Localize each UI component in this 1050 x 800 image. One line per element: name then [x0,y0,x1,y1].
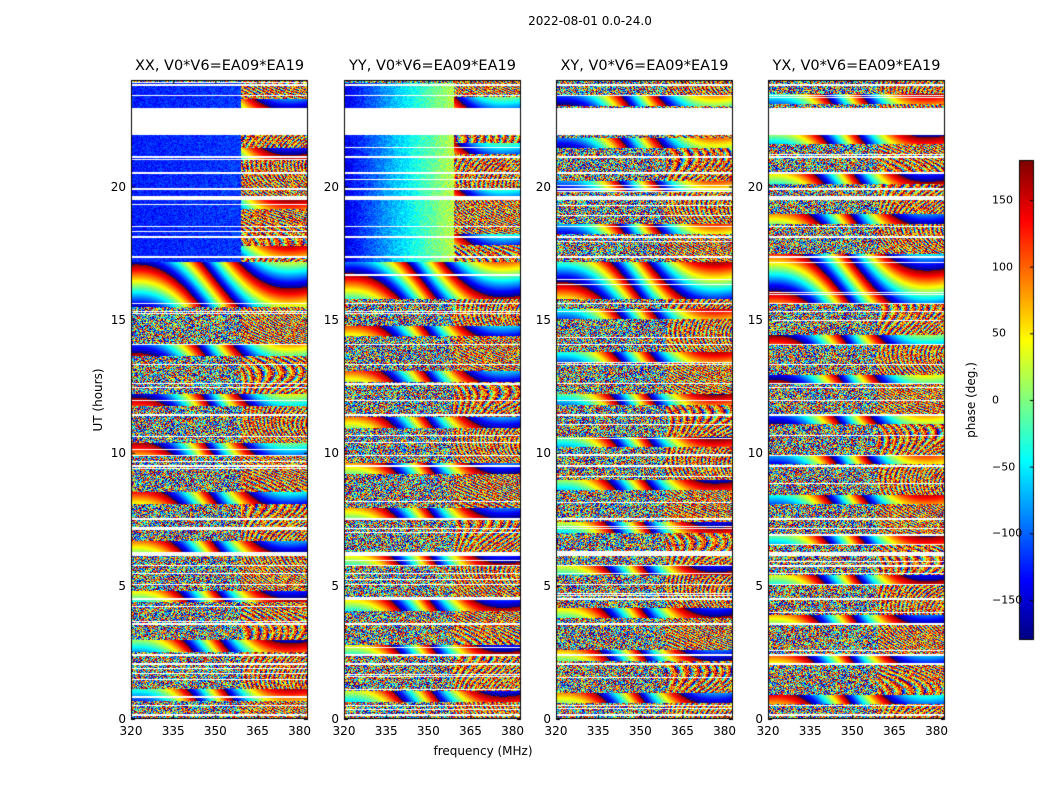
x-tick-label: 320 [119,724,143,738]
y-tick-label: 10 [535,445,551,460]
y-tick-label: 5 [331,578,339,593]
y-tick-label: 20 [323,179,339,194]
y-tick-label: 20 [535,179,551,194]
x-tick-label: 365 [245,724,269,738]
colorbar-label: phase (deg.) [964,362,978,438]
y-tick-label: 5 [118,578,126,593]
panel-title-yy: YY, V0*V6=EA09*EA19 [349,58,516,74]
x-tick-label: 380 [925,724,949,738]
y-tick-label: 10 [110,445,126,460]
y-tick-label: 15 [110,312,126,327]
panel-title-xx: XX, V0*V6=EA09*EA19 [134,58,305,74]
x-axis-label: frequency (MHz) [433,744,533,758]
y-tick-label: 15 [747,312,763,327]
x-tick-label: 320 [332,724,356,738]
y-tick-label: 20 [110,179,126,194]
panel-title-yx: YX, V0*V6=EA09*EA19 [772,58,941,74]
x-tick-label: 380 [288,724,312,738]
colorbar-tick-label: −50 [992,460,1016,474]
x-tick-label: 365 [882,724,906,738]
x-tick-label: 365 [458,724,482,738]
x-tick-label: 380 [501,724,525,738]
x-tick-label: 350 [628,724,652,738]
y-tick-label: 20 [747,179,763,194]
x-tick-label: 365 [670,724,694,738]
x-tick-label: 335 [798,724,822,738]
x-tick-label: 320 [756,724,780,738]
figure-title: 2022-08-01 0.0-24.0 [528,14,652,28]
x-tick-label: 350 [840,724,864,738]
x-tick-label: 335 [374,724,398,738]
colorbar-tick-label: −100 [992,526,1023,540]
y-tick-label: 0 [543,712,551,726]
y-tick-label: 5 [543,578,551,593]
colorbar-tick-label: −150 [992,593,1023,607]
y-tick-label: 15 [323,312,339,327]
y-tick-label: 15 [535,312,551,327]
y-tick-label: 0 [755,712,763,726]
y-tick-label: 0 [331,712,339,726]
y-tick-label: 10 [747,445,763,460]
x-tick-label: 350 [416,724,440,738]
colorbar-tick-label: 150 [992,193,1013,207]
y-tick-label: 5 [755,578,763,593]
y-tick-label: 0 [118,712,126,726]
y-tick-label: 10 [323,445,339,460]
x-tick-label: 320 [544,724,568,738]
colorbar-tick-label: 0 [992,393,999,407]
x-tick-label: 335 [161,724,185,738]
panel-title-xy: XY, V0*V6=EA09*EA19 [560,58,729,74]
x-tick-label: 335 [586,724,610,738]
x-tick-label: 350 [203,724,227,738]
y-axis-label: UT (hours) [91,368,105,432]
colorbar-tick-label: 50 [992,326,1006,340]
colorbar-tick-label: 100 [992,260,1013,274]
x-tick-label: 380 [713,724,737,738]
